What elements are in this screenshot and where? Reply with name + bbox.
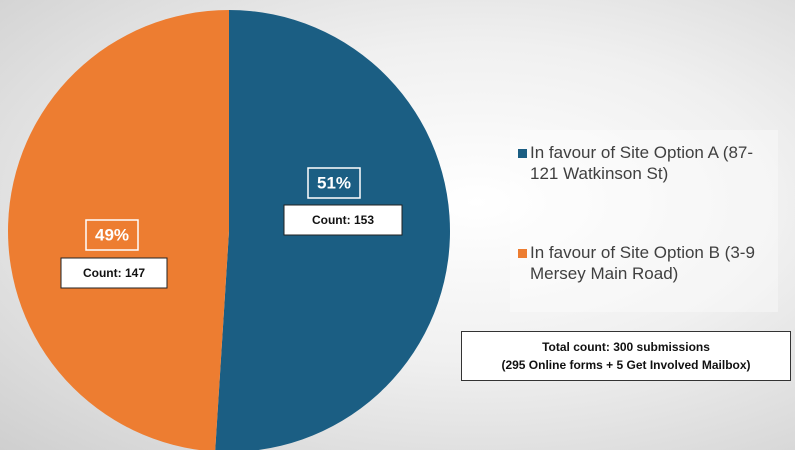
- note-box: Total count: 300 submissions (295 Online…: [461, 331, 791, 381]
- legend-label: In favour of Site Option A (87-121 Watki…: [530, 143, 754, 183]
- note-line: Total count: 300 submissions: [542, 340, 710, 354]
- legend-swatch: [518, 149, 527, 158]
- count-label: Count: 147: [83, 266, 145, 280]
- note-line: (295 Online forms + 5 Get Involved Mailb…: [501, 358, 751, 372]
- legend-item: In favour of Site Option A (87-121 Watki…: [518, 142, 765, 184]
- legend-item: In favour of Site Option B (3-9 Mersey M…: [518, 242, 765, 284]
- legend-swatch: [518, 249, 527, 258]
- count-label: Count: 153: [312, 213, 374, 227]
- value-label: 49%: [95, 225, 129, 244]
- value-label-box: [307, 167, 361, 199]
- value-label-box: [85, 219, 139, 251]
- legend: In favour of Site Option A (87-121 Watki…: [510, 130, 778, 312]
- value-label: 51%: [317, 173, 351, 192]
- count-box: [283, 204, 403, 236]
- count-box: [60, 257, 168, 289]
- legend-label: In favour of Site Option B (3-9 Mersey M…: [530, 243, 755, 283]
